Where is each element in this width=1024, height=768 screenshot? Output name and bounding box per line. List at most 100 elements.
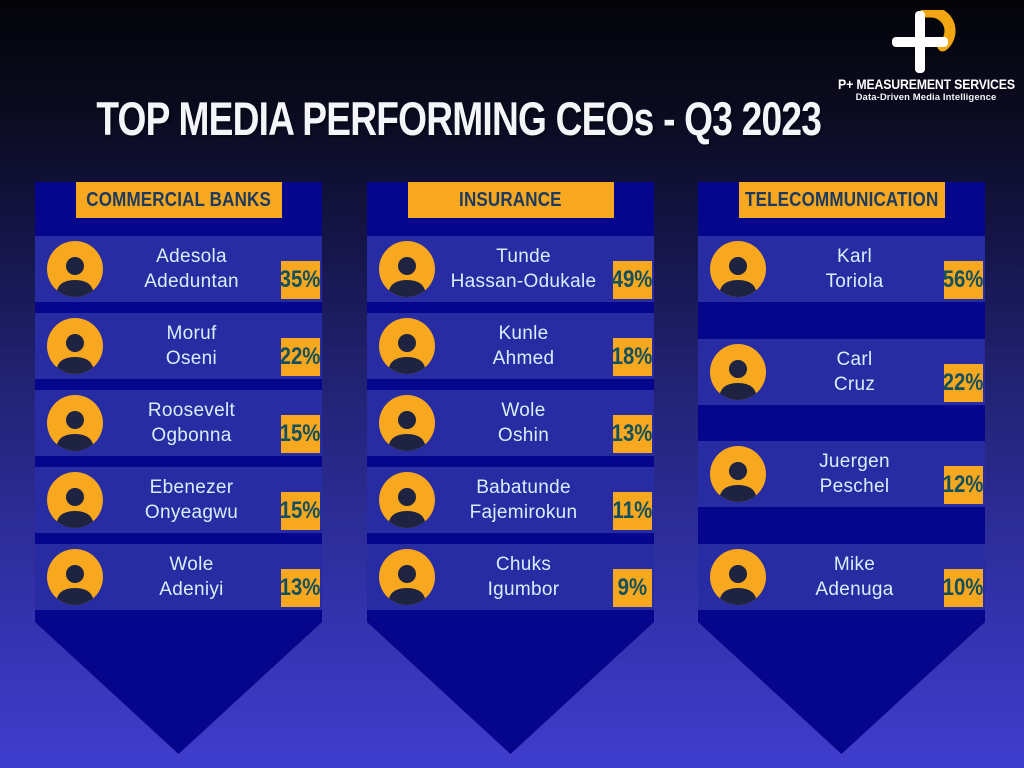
- ceo-name-line2: Adenuga: [815, 578, 894, 600]
- ceo-score-value: 35%: [280, 266, 321, 293]
- ceo-row: Ebenezer Onyeagwu 15%: [35, 467, 322, 533]
- ceo-photo: [379, 395, 435, 451]
- ceo-name: Karl Toriola: [768, 236, 941, 302]
- ceo-name: Wole Adeniyi: [105, 544, 278, 610]
- ceo-row: Juergen Peschel 12%: [698, 441, 985, 508]
- ceo-name-line2: Onyeagwu: [144, 502, 239, 523]
- ceo-score-badge: 13%: [280, 569, 321, 607]
- ceo-name-line1: Adesola: [156, 246, 227, 267]
- ceo-score-value: 49%: [612, 266, 653, 293]
- ceo-name-line1: Wole: [169, 554, 214, 575]
- ceo-row: Wole Oshin 13%: [367, 390, 654, 456]
- ceo-name: Kunle Ahmed: [437, 313, 610, 379]
- page-title-text: TOP MEDIA PERFORMING CEOs - Q3 2023: [96, 91, 823, 145]
- ceo-row: Karl Toriola 56%: [698, 236, 985, 302]
- ceo-name-line1: Wole: [501, 400, 546, 421]
- column-header-badge: INSURANCE: [407, 182, 614, 218]
- arrow-down-shape: [367, 622, 654, 754]
- ceo-photo: [47, 472, 103, 528]
- ceo-row: Roosevelt Ogbonna 15%: [35, 390, 322, 456]
- ceo-name-line2: Ogbonna: [151, 425, 232, 446]
- ceo-score-badge: 49%: [612, 261, 653, 299]
- ceo-name: Wole Oshin: [437, 390, 610, 456]
- ceo-photo: [379, 241, 435, 297]
- ceo-name-line1: Ebenezer: [149, 477, 234, 498]
- column-header-badge: TELECOMMUNICATION: [738, 182, 945, 218]
- ceo-row: Wole Adeniyi 13%: [35, 544, 322, 610]
- ceo-name-line1: Tunde: [496, 246, 551, 267]
- ceo-score-badge: 56%: [943, 261, 984, 299]
- ceo-photo: [47, 318, 103, 374]
- ceo-score-badge: 15%: [280, 492, 321, 530]
- ceo-row: Kunle Ahmed 18%: [367, 313, 654, 379]
- ceo-score-badge: 15%: [280, 415, 321, 453]
- ceo-photo: [379, 318, 435, 374]
- ceo-name-line2: Oseni: [165, 348, 218, 369]
- ceo-score-badge: 22%: [943, 363, 984, 402]
- column-body: COMMERCIAL BANKS Adesola Adeduntan 35% M…: [35, 182, 322, 622]
- ceo-photo: [379, 549, 435, 605]
- ceo-name-line2: Cruz: [833, 373, 876, 395]
- ceo-photo: [47, 241, 103, 297]
- ceo-name-line2: Toriola: [825, 271, 884, 292]
- ceo-photo: [710, 241, 766, 297]
- column-header-label: INSURANCE: [459, 188, 562, 211]
- ceo-photo: [710, 343, 766, 400]
- ceo-score-value: 9%: [617, 574, 648, 601]
- ceo-photo: [47, 549, 103, 605]
- brand-tagline: Data-Driven Media Intelligence: [855, 92, 997, 103]
- ceo-score-value: 15%: [280, 497, 321, 524]
- ceo-row: Tunde Hassan-Odukale 49%: [367, 236, 654, 302]
- ceo-score-badge: 18%: [612, 338, 653, 376]
- ceo-name-line2: Hassan-Odukale: [450, 271, 597, 292]
- ceo-name-line1: Carl: [836, 348, 873, 370]
- column-body: TELECOMMUNICATION Karl Toriola 56% Carl …: [698, 182, 985, 622]
- ceo-score-value: 15%: [280, 420, 321, 447]
- ceo-photo: [379, 472, 435, 528]
- ceo-photo: [47, 395, 103, 451]
- ceo-score-badge: 12%: [943, 466, 984, 505]
- ceo-score-value: 13%: [280, 574, 321, 601]
- ceo-score-badge: 11%: [613, 492, 652, 530]
- page-title: TOP MEDIA PERFORMING CEOs - Q3 2023: [97, 92, 823, 145]
- ceo-score-badge: 10%: [943, 568, 984, 607]
- ceo-name: Roosevelt Ogbonna: [105, 390, 278, 456]
- ceo-score-value: 10%: [943, 573, 984, 601]
- ceo-name: Ebenezer Onyeagwu: [105, 467, 278, 533]
- ceo-row: Moruf Oseni 22%: [35, 313, 322, 379]
- ceo-row: Mike Adenuga 10%: [698, 543, 985, 610]
- arrow-down-shape: [698, 622, 985, 754]
- column-commercial-banks: COMMERCIAL BANKS Adesola Adeduntan 35% M…: [35, 170, 322, 754]
- ceo-row: Chuks Igumbor 9%: [367, 544, 654, 610]
- plus-p-logo-icon: [892, 10, 956, 73]
- ceo-name: Tunde Hassan-Odukale: [437, 236, 610, 302]
- ceo-name: Juergen Peschel: [768, 441, 941, 507]
- ceo-name-line2: Adeduntan: [144, 271, 239, 292]
- ceo-score-badge: 13%: [612, 415, 653, 453]
- ceo-name: Babatunde Fajemirokun: [437, 467, 610, 533]
- column-insurance: INSURANCE Tunde Hassan-Odukale 49% Kunle: [367, 170, 654, 754]
- ceo-name-line1: Mike: [833, 553, 876, 575]
- ceo-row: Babatunde Fajemirokun 11%: [367, 467, 654, 533]
- ceo-photo: [710, 446, 766, 503]
- ceo-name-line1: Moruf: [166, 323, 217, 344]
- ceo-name: Adesola Adeduntan: [105, 236, 278, 302]
- ceo-name-line1: Chuks: [495, 554, 552, 575]
- arrow-down-shape: [35, 622, 322, 754]
- ceo-rows-list: Karl Toriola 56% Carl Cruz 22%: [698, 236, 985, 610]
- ceo-score-badge: 35%: [280, 261, 321, 299]
- ceo-name: Mike Adenuga: [768, 544, 941, 610]
- ceo-name: Chuks Igumbor: [437, 544, 610, 610]
- ceo-rows-list: Adesola Adeduntan 35% Moruf Oseni 22%: [35, 236, 322, 610]
- brand-logo: P+ MEASUREMENT SERVICES Data-Driven Medi…: [836, 10, 1016, 103]
- ceo-name-line1: Babatunde: [476, 477, 571, 498]
- ceo-score-value: 18%: [612, 343, 653, 370]
- ceo-name-line1: Kunle: [498, 323, 549, 344]
- ceo-row: Adesola Adeduntan 35%: [35, 236, 322, 302]
- ceo-name-line1: Karl: [837, 246, 872, 267]
- ceo-score-badge: 22%: [280, 338, 321, 376]
- ceo-score-value: 13%: [612, 420, 653, 447]
- brand-name: P+ MEASUREMENT SERVICES: [837, 76, 1015, 92]
- ceo-score-value: 56%: [943, 266, 984, 293]
- ceo-score-value: 12%: [943, 471, 984, 499]
